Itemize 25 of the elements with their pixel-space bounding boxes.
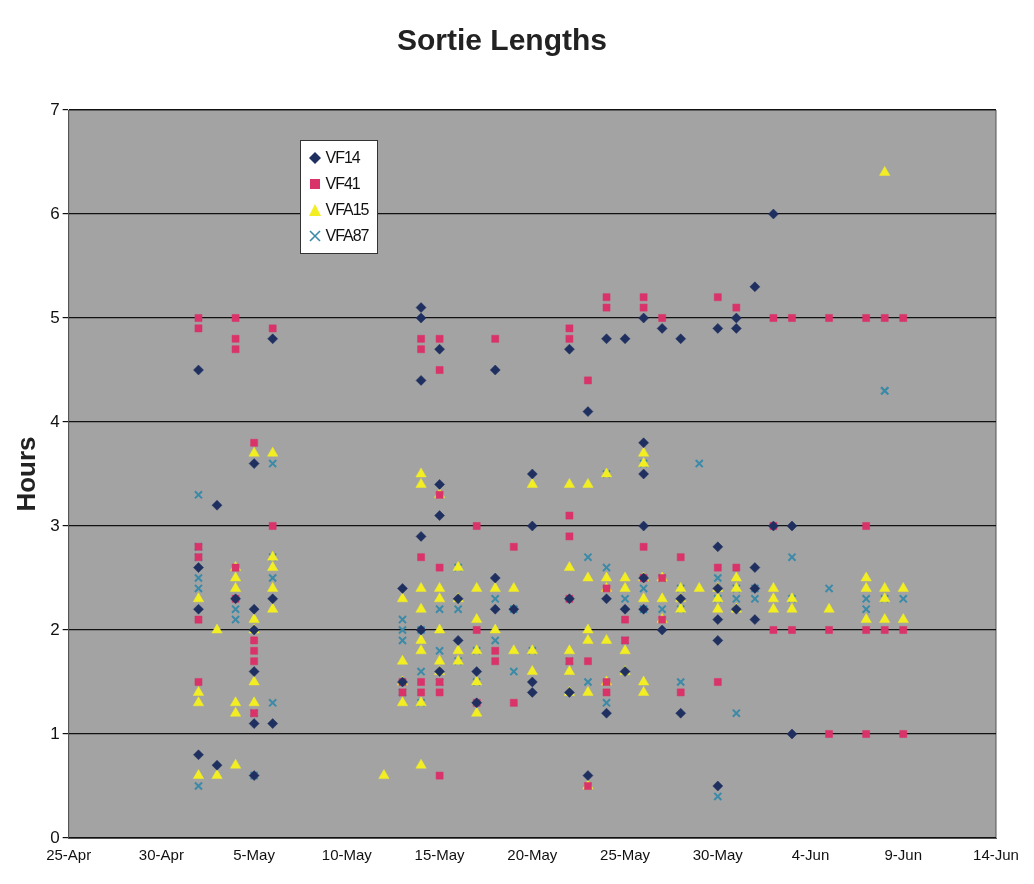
x-tick-label: 4-Jun <box>791 846 830 864</box>
y-tick-label: 5 <box>50 307 60 327</box>
x-tick-label: 10-May <box>321 846 373 864</box>
chart-title: Sortie Lengths <box>396 23 608 57</box>
x-tick-label: 30-Apr <box>138 846 184 864</box>
legend-label: VFA15 <box>325 200 369 220</box>
y-tick-label: 4 <box>50 411 60 431</box>
y-tick-label: 2 <box>50 619 60 639</box>
y-tick-label: 7 <box>50 99 60 119</box>
legend-label: VFA87 <box>325 226 369 246</box>
x-tick-label: 15-May <box>414 846 466 864</box>
x-tick-label: 20-May <box>507 846 558 864</box>
x-tick-label: 14-Jun <box>973 846 1019 864</box>
x-tick-label: 25-Apr <box>46 846 92 864</box>
y-tick-label: 3 <box>50 515 60 535</box>
x-tick-label: 30-May <box>692 846 744 864</box>
x-tick-label: 5-May <box>233 846 276 864</box>
legend-label: VF41 <box>325 174 360 194</box>
y-tick-label: 6 <box>50 203 60 223</box>
legend-label: VF14 <box>325 148 360 168</box>
x-tick-label: 25-May <box>600 846 651 864</box>
x-tick-label: 9-Jun <box>884 846 923 864</box>
y-axis-title: Hours <box>10 436 41 512</box>
y-tick-label: 0 <box>50 827 60 847</box>
y-tick-label: 1 <box>50 723 60 743</box>
